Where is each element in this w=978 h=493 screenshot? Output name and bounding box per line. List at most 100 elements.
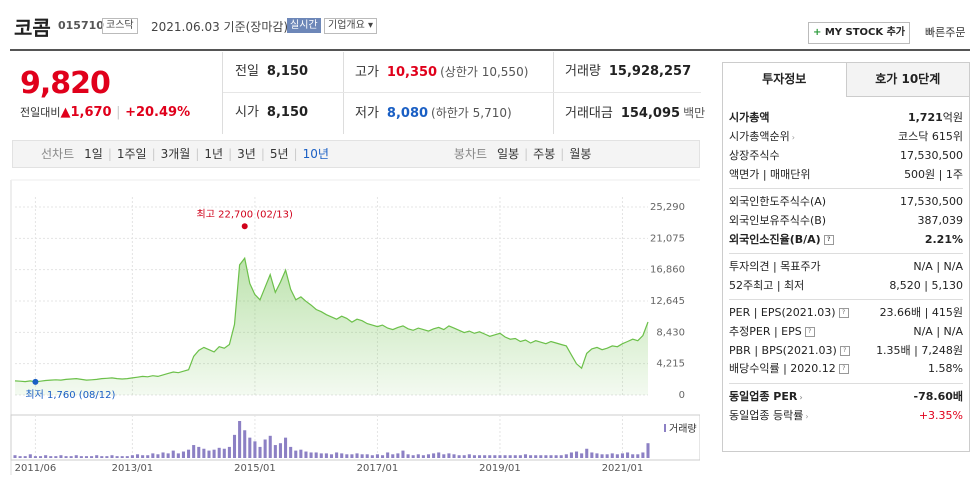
period-tab[interactable]: 3년 <box>237 147 256 161</box>
candle-tab[interactable]: 월봉 <box>569 147 592 161</box>
y-tick-label: 4,215 <box>656 359 685 370</box>
stat-label: 시가 <box>235 105 259 120</box>
period-tab[interactable]: 10년 <box>302 147 329 161</box>
stat: 전일 8,150 <box>235 52 353 92</box>
volume-bar <box>335 452 339 458</box>
help-icon: ? <box>838 308 849 319</box>
info-unit: 억원 <box>942 111 963 124</box>
info-value-text: 2.21% <box>924 232 963 246</box>
period-tab[interactable]: 1년 <box>204 147 224 161</box>
stat-note: (상한가 10,550) <box>440 65 529 79</box>
volume-bar <box>23 456 27 458</box>
info-value-text: 23.66배 | 415원 <box>879 306 963 320</box>
volume-bar <box>360 454 364 458</box>
help-icon: ? <box>839 345 850 356</box>
volume-bar <box>421 455 425 458</box>
quick-order[interactable]: 빠른주문 <box>925 26 966 39</box>
volume-bar <box>54 456 58 458</box>
candle-tab[interactable]: 일봉 <box>497 147 520 161</box>
volume-bar <box>575 451 579 458</box>
info-value: N/A | N/A <box>913 323 963 342</box>
y-tick-label: 8,430 <box>656 327 685 338</box>
volume-bar <box>386 452 390 458</box>
volume-bar <box>146 455 150 458</box>
volume-bar <box>79 456 83 458</box>
volume-bar <box>605 454 609 458</box>
info-group: PER | EPS(2021.03)? 23.66배 | 415원 추정PER | … <box>729 299 963 382</box>
info-label: 추정PER | EPS? <box>729 323 815 342</box>
volume-bar <box>544 455 548 458</box>
stat-note: (하한가 5,710) <box>431 106 512 120</box>
panel-tab[interactable]: 투자정보 <box>723 63 846 97</box>
info-value: 387,039 <box>918 212 964 231</box>
info-label-text: 외국인소진율(B/A) <box>729 232 821 246</box>
stat: 거래대금 154,095 백만 <box>565 93 713 133</box>
x-tick-label: 2013/01 <box>112 463 154 474</box>
period-tab[interactable]: 1일 <box>84 147 103 161</box>
volume-bar <box>289 446 293 458</box>
sep: | <box>116 105 121 120</box>
period-tab[interactable]: 5년 <box>269 147 289 161</box>
volume-bar <box>610 453 614 458</box>
candle-tab[interactable]: 주봉 <box>533 147 556 161</box>
info-value: 2.21% <box>925 231 963 250</box>
stock-name: 코콤 <box>14 16 51 40</box>
volume-bar <box>309 452 313 458</box>
y-tick-label: 12,645 <box>650 296 685 307</box>
info-label: 시가총액 <box>729 109 769 128</box>
panel-tab[interactable]: 호가 10단계 <box>845 63 969 97</box>
info-value: 17,530,500 <box>900 193 963 212</box>
period-tab[interactable]: 3개월 <box>160 147 191 161</box>
realtime-button[interactable]: 실시간 <box>287 18 321 33</box>
volume-bar <box>100 456 104 458</box>
volume-bar <box>130 455 134 458</box>
volume-bar <box>447 453 451 458</box>
volume-bar <box>426 454 431 458</box>
volume-bar <box>49 456 53 458</box>
volume-bar <box>197 446 201 458</box>
info-group: 시가총액 1,721억원 시가총액순위 › 코스닥 615위 상장주식수 17,530,50… <box>729 105 963 188</box>
stat-value: 8,150 <box>266 105 309 120</box>
volume-bar <box>600 454 604 458</box>
high-label: 최고 22,700 (02/13) <box>197 208 293 220</box>
info-group: 동일업종 PER › -78.60배 동일업종 등락률 › +3.35% <box>729 382 963 431</box>
volume-bar <box>493 455 497 458</box>
stat-label: 저가 <box>355 106 379 121</box>
volume-bar <box>523 454 528 458</box>
volume-bar <box>646 443 650 458</box>
stat-value: 8,080 <box>386 106 429 121</box>
volume-bar <box>28 454 32 458</box>
info-value: 코스닥 615위 <box>898 128 963 148</box>
volume-bar <box>539 455 543 458</box>
volume-bar <box>44 455 48 458</box>
x-tick-label: 2011/06 <box>15 463 57 474</box>
overview-button[interactable]: 기업개요 ▾ <box>324 18 378 34</box>
info-value: N/A | N/A <box>913 258 963 277</box>
volume-bar <box>641 452 645 458</box>
period-tab[interactable]: 1주일 <box>116 147 147 161</box>
tab-sep: | <box>524 147 529 161</box>
stat-divider <box>553 52 554 134</box>
volume-bar <box>340 453 344 458</box>
volume-bar <box>564 454 568 458</box>
help-icon: ? <box>823 234 834 245</box>
info-value: 500원 | 1주 <box>904 166 963 185</box>
plus-icon: + <box>812 27 822 38</box>
volume-bar <box>437 452 441 458</box>
mystock-button[interactable]: + MY STOCK 추가 <box>808 22 910 44</box>
x-tick-label: 2015/01 <box>234 463 276 474</box>
y-tick-label: 25,290 <box>650 202 685 213</box>
info-group: 투자의견 | 목표주가 N/A | N/A 52주최고 | 최저 8,520 | 5,… <box>729 253 963 299</box>
tab-label: 봉차트 <box>453 147 488 161</box>
volume-bar <box>559 455 563 458</box>
volume-bar <box>554 455 558 458</box>
info-label: 외국인한도주식수(A) <box>729 193 826 212</box>
up-icon: ▲ <box>60 105 71 120</box>
volume-bar <box>406 454 410 458</box>
info-label-text: 외국인한도주식수(A) <box>729 195 827 209</box>
overview-text: 기업개요 <box>328 20 365 31</box>
tab-sep: | <box>293 147 298 161</box>
volume-bar <box>355 453 359 458</box>
volume-bar <box>232 434 237 458</box>
low-marker <box>32 378 39 385</box>
